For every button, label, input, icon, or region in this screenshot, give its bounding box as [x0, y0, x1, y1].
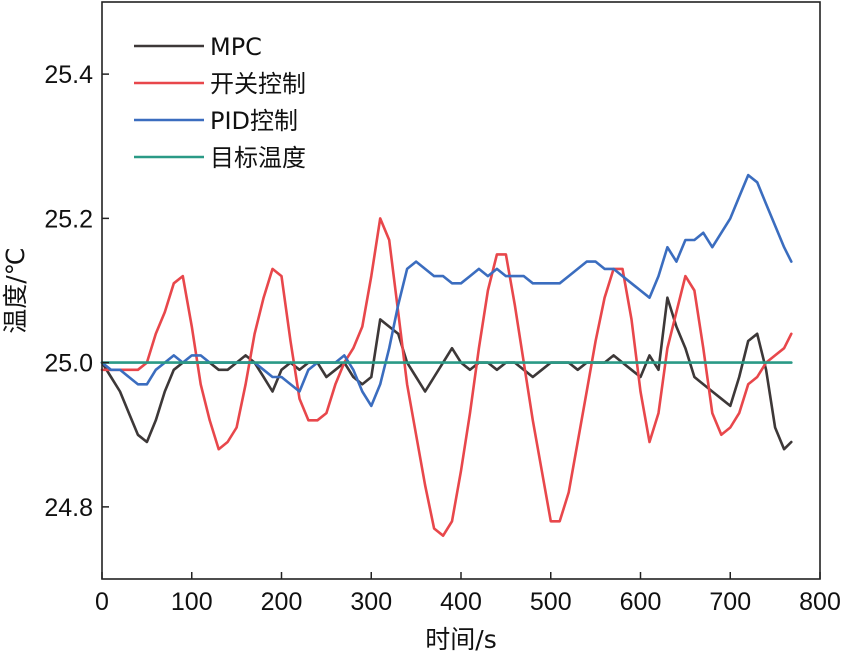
- legend-label-pid: PID控制: [210, 107, 298, 135]
- legend-label-mpc: MPC: [210, 33, 262, 61]
- y-tick-label: 25.2: [44, 205, 93, 233]
- y-tick-label: 25.4: [44, 61, 93, 89]
- x-tick-label: 200: [261, 588, 303, 616]
- x-tick-label: 500: [530, 588, 572, 616]
- legend: MPC 开关控制 PID控制 目标温度: [134, 33, 306, 172]
- y-tick-label: 25.0: [44, 350, 93, 378]
- x-tick-label: 0: [95, 588, 109, 616]
- y-axis-label: 温度/℃: [1, 247, 30, 334]
- x-tick-label: 400: [440, 588, 482, 616]
- x-tick-label: 600: [620, 588, 662, 616]
- legend-label-onoff: 开关控制: [210, 70, 306, 98]
- x-tick-label: 700: [709, 588, 751, 616]
- series-line-1: [100, 217, 793, 537]
- x-axis-label: 时间/s: [425, 625, 496, 654]
- x-tick-label: 800: [799, 588, 841, 616]
- x-tick-label: 100: [171, 588, 213, 616]
- series-layer: [100, 173, 793, 537]
- y-tick-label: 24.8: [44, 494, 93, 522]
- legend-label-target: 目标温度: [210, 144, 306, 172]
- x-tick-label: 300: [350, 588, 392, 616]
- ticks-layer: 0 100 200 300 400 500 600 700 800 24.8 25.0 25.2 25.…: [44, 61, 841, 616]
- series-line-0: [100, 296, 793, 451]
